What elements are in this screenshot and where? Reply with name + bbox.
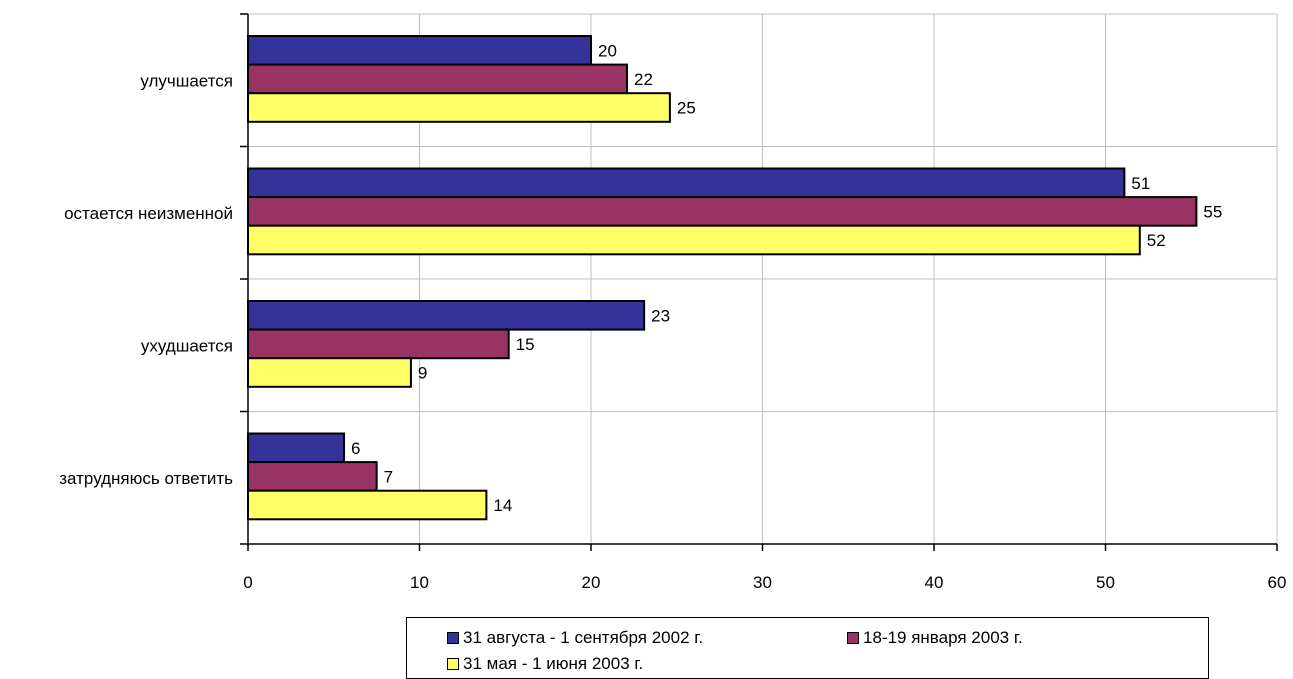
legend-swatch-series-2	[847, 632, 859, 644]
data-label-series-2-cat-2: 55	[1203, 202, 1222, 221]
data-label-series-2-cat-1: 22	[634, 70, 653, 89]
category-label-4: затрудняюсь ответить	[59, 469, 233, 488]
legend: 31 августа - 1 сентября 2002 г. 18-19 ян…	[406, 617, 1209, 679]
data-label-series-3-cat-4: 14	[493, 496, 512, 515]
data-label-series-3-cat-1: 25	[677, 99, 696, 118]
category-label-3: ухудшается	[141, 336, 233, 355]
x-tick-label-10: 10	[410, 573, 429, 592]
bar-series-1-cat-2	[247, 167, 1126, 199]
bar-series-3-cat-1	[247, 92, 671, 123]
bar-series-2-cat-2	[247, 196, 1198, 227]
legend-swatch-series-1	[447, 632, 459, 644]
x-tick-label-20: 20	[582, 573, 601, 592]
legend-label-series-3: 31 мая - 1 июня 2003 г.	[463, 654, 644, 673]
legend-item-series-3: 31 мая - 1 июня 2003 г.	[447, 654, 643, 674]
data-label-series-2-cat-4: 7	[384, 467, 393, 486]
data-label-series-3-cat-3: 9	[418, 364, 427, 383]
x-tick-label-50: 50	[1096, 573, 1115, 592]
bar-series-1-cat-4	[247, 432, 346, 464]
data-label-series-1-cat-3: 23	[651, 306, 670, 325]
x-tick-label-40: 40	[925, 573, 944, 592]
bar-series-3-cat-4	[247, 489, 488, 521]
bar-series-2-cat-4	[247, 461, 378, 492]
x-tick-label-30: 30	[753, 573, 772, 592]
data-label-series-1-cat-1: 20	[598, 41, 617, 60]
category-label-1: улучшается	[140, 71, 233, 90]
bar-series-2-cat-1	[247, 63, 629, 95]
data-label-series-3-cat-2: 52	[1147, 231, 1166, 250]
bar-series-2-cat-3	[247, 328, 510, 360]
legend-swatch-series-3	[447, 658, 459, 670]
bar-series-3-cat-2	[247, 224, 1141, 256]
legend-item-series-1: 31 августа - 1 сентября 2002 г.	[447, 628, 703, 648]
bar-series-3-cat-3	[247, 357, 412, 388]
data-label-series-1-cat-4: 6	[351, 439, 360, 458]
category-label-2: остается неизменной	[64, 204, 233, 223]
x-tick-label-0: 0	[243, 573, 252, 592]
bar-series-1-cat-1	[247, 35, 592, 66]
data-label-series-2-cat-3: 15	[516, 335, 535, 354]
data-label-series-1-cat-2: 51	[1131, 174, 1150, 193]
legend-label-series-2: 18-19 января 2003 г.	[863, 628, 1023, 647]
x-tick-label-60: 60	[1268, 573, 1287, 592]
legend-label-series-1: 31 августа - 1 сентября 2002 г.	[463, 628, 704, 647]
bar-series-1-cat-3	[247, 300, 646, 331]
legend-item-series-2: 18-19 января 2003 г.	[847, 628, 1023, 648]
